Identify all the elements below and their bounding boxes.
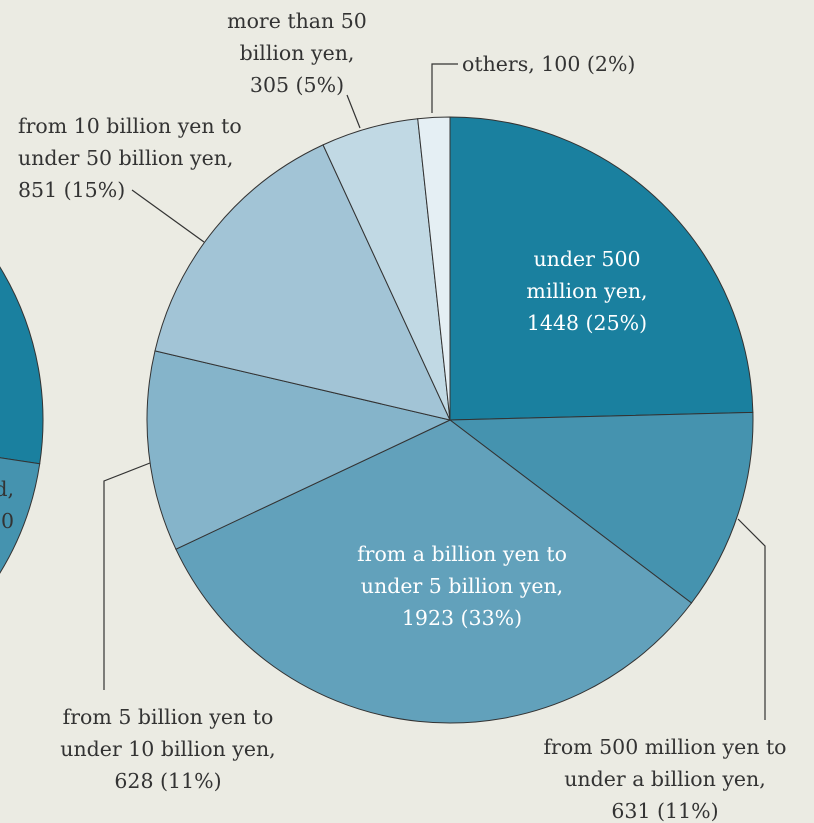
slice-label-1: from 500 million yen to under a billion y… xyxy=(543,735,786,823)
leader-line-3 xyxy=(103,462,151,690)
slice-label-line: from 500 million yen to xyxy=(543,735,786,759)
pie-slice-3 xyxy=(146,350,452,550)
slice-label-line: more than 50 xyxy=(227,9,367,33)
slice-label-0: under 500 million yen, 1448 (25%) xyxy=(526,247,647,335)
slice-label-3: from 5 billion yen to under 10 billion ye… xyxy=(60,705,275,793)
slice-label-line: million yen, xyxy=(526,279,647,303)
leader-line-5 xyxy=(346,94,361,129)
left-fragment-label-line: 0 xyxy=(1,509,14,533)
slice-label-line: 631 (11%) xyxy=(611,799,718,823)
slice-label-line: 1448 (25%) xyxy=(527,311,647,335)
leader-line-1 xyxy=(737,518,766,720)
leader-line-6 xyxy=(431,63,458,113)
slice-label-5: more than 50 billion yen, 305 (5%) xyxy=(227,9,367,97)
slice-label-line: from 10 billion yen to xyxy=(18,114,242,138)
slice-label-line: under a billion yen, xyxy=(564,767,766,791)
slice-label-line: billion yen, xyxy=(240,41,355,65)
left-pie-slice-0 xyxy=(0,266,44,465)
slice-label-line: from a billion yen to xyxy=(357,542,567,566)
left-partial-labels: d, 0 xyxy=(0,477,14,533)
left-pie-slice-1 xyxy=(0,457,41,574)
left-fragment-label-line: d, xyxy=(0,477,14,501)
pie-slice-0 xyxy=(449,116,754,421)
slice-labels: under 500 million yen, 1448 (25%) from 500 … xyxy=(18,9,787,823)
slice-label-line: under 10 billion yen, xyxy=(60,737,275,761)
left-fragment-label: d, 0 xyxy=(0,477,14,533)
slice-label-line: 628 (11%) xyxy=(114,769,221,793)
pie-slice-2 xyxy=(175,419,693,724)
slice-label-line: under 5 billion yen, xyxy=(361,574,563,598)
slice-label-line: from 5 billion yen to xyxy=(63,705,274,729)
pie-slice-6 xyxy=(417,116,451,421)
slice-label-line: others, 100 (2%) xyxy=(462,52,635,76)
slice-label-line: 305 (5%) xyxy=(250,73,344,97)
slice-label-line: 851 (15%) xyxy=(18,178,125,202)
pie-slice-4 xyxy=(154,144,451,421)
slice-label-line: 1923 (33%) xyxy=(402,606,522,630)
left-partial-pie xyxy=(0,266,44,574)
slice-label-2: from a billion yen to under 5 billion yen… xyxy=(357,542,567,630)
slice-label-line: under 50 billion yen, xyxy=(18,146,233,170)
leader-line-4 xyxy=(131,189,205,243)
slice-label-6: others, 100 (2%) xyxy=(462,52,635,76)
slice-label-4: from 10 billion yen to under 50 billion y… xyxy=(18,114,242,202)
pie-slice-1 xyxy=(448,411,754,604)
slice-label-line: under 500 xyxy=(533,247,640,271)
pie-slices xyxy=(146,116,754,724)
leader-lines xyxy=(103,63,766,720)
